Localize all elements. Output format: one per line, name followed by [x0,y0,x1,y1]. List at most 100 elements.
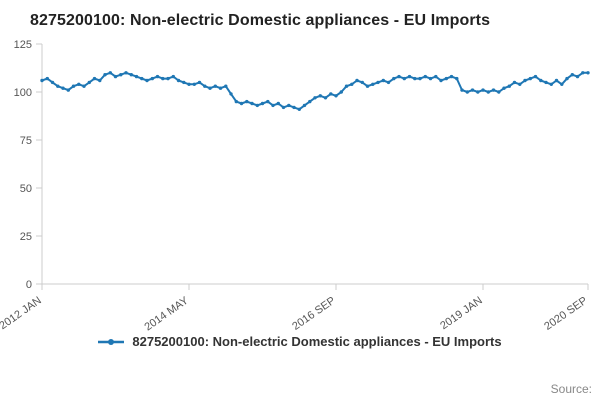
x-tick-label: 2016 SEP [290,295,337,332]
data-point [371,82,375,86]
data-point [255,103,259,108]
data-point [276,101,280,106]
data-point [318,94,322,98]
data-point [218,86,223,90]
data-point [413,76,417,81]
data-point [539,78,543,83]
data-point [476,90,480,94]
data-point [497,90,501,94]
data-point [460,88,464,92]
source-label: Source: [550,382,592,396]
data-point [586,71,590,75]
data-point [481,88,485,92]
data-point [239,101,244,106]
data-point [344,84,349,88]
data-point [444,76,448,81]
data-point [334,94,338,98]
data-point [119,73,123,77]
data-point [376,80,380,85]
data-point [560,82,564,86]
data-point [45,76,49,81]
y-tick-label: 125 [14,39,32,51]
data-point [287,103,291,108]
data-point [87,80,92,85]
data-point [61,86,65,90]
data-point [302,103,307,108]
data-point [260,101,265,106]
data-point [197,80,202,85]
legend-label: 8275200100: Non-electric Domestic applia… [132,334,502,349]
data-point [129,73,133,77]
data-point [523,78,527,83]
data-point [82,84,86,88]
data-point [465,90,469,94]
data-point [339,90,343,94]
y-tick-label: 100 [14,87,32,99]
x-tick-label: 2019 JAN [438,295,485,332]
data-point [176,78,181,83]
data-point [213,84,217,88]
data-point [428,76,433,81]
data-point [155,74,160,79]
data-point [187,82,191,86]
y-tick-label: 0 [26,279,32,291]
y-tick-label: 75 [20,135,32,147]
data-point [554,78,559,83]
data-point [234,99,238,104]
data-point [71,84,76,88]
data-point [549,82,553,86]
data-point [455,76,459,81]
data-series-line [41,71,589,111]
data-point [308,99,312,104]
data-point [565,76,569,81]
x-tick-label: 2020 SEP [542,295,589,332]
data-point [250,101,254,106]
data-point [386,80,391,85]
plot-area: 0 25 50 75 100 125 2012 JAN 2014 MAY 2016 SEP 201… [0,32,600,333]
data-point [108,71,113,75]
data-point [182,80,186,85]
data-point [512,80,517,85]
data-point [297,107,301,112]
data-point [140,76,144,81]
data-point [66,88,71,92]
data-point [50,80,55,85]
data-point [98,78,102,83]
x-tick-label: 2014 MAY [142,294,191,332]
data-point [533,74,538,79]
data-point [360,80,364,85]
data-point [245,99,249,104]
data-point [323,96,328,100]
data-point [486,90,490,94]
data-point [224,84,228,88]
data-point [449,74,454,79]
data-point [208,86,212,90]
y-tick-label: 50 [20,183,32,195]
data-point [575,74,580,79]
data-point [570,73,574,77]
data-point [203,84,207,88]
data-point [350,82,354,86]
data-point [77,82,81,86]
data-point [423,74,427,79]
data-point [313,96,317,100]
data-point [439,78,443,83]
data-point [407,74,412,79]
data-point [113,74,118,79]
data-point [518,82,522,86]
data-point [150,76,154,81]
data-point [528,76,532,81]
data-point [161,76,165,81]
data-point [502,86,506,90]
data-point [56,84,60,88]
data-point [92,76,97,81]
data-point [397,74,401,79]
data-point [491,88,496,92]
data-point [271,103,275,108]
y-tick-label: 25 [20,231,32,243]
legend[interactable]: 8275200100: Non-electric Domestic applia… [0,334,600,349]
data-point [365,84,370,88]
data-point [507,84,511,88]
chart-title: 8275200100: Non-electric Domestic applia… [30,12,491,29]
